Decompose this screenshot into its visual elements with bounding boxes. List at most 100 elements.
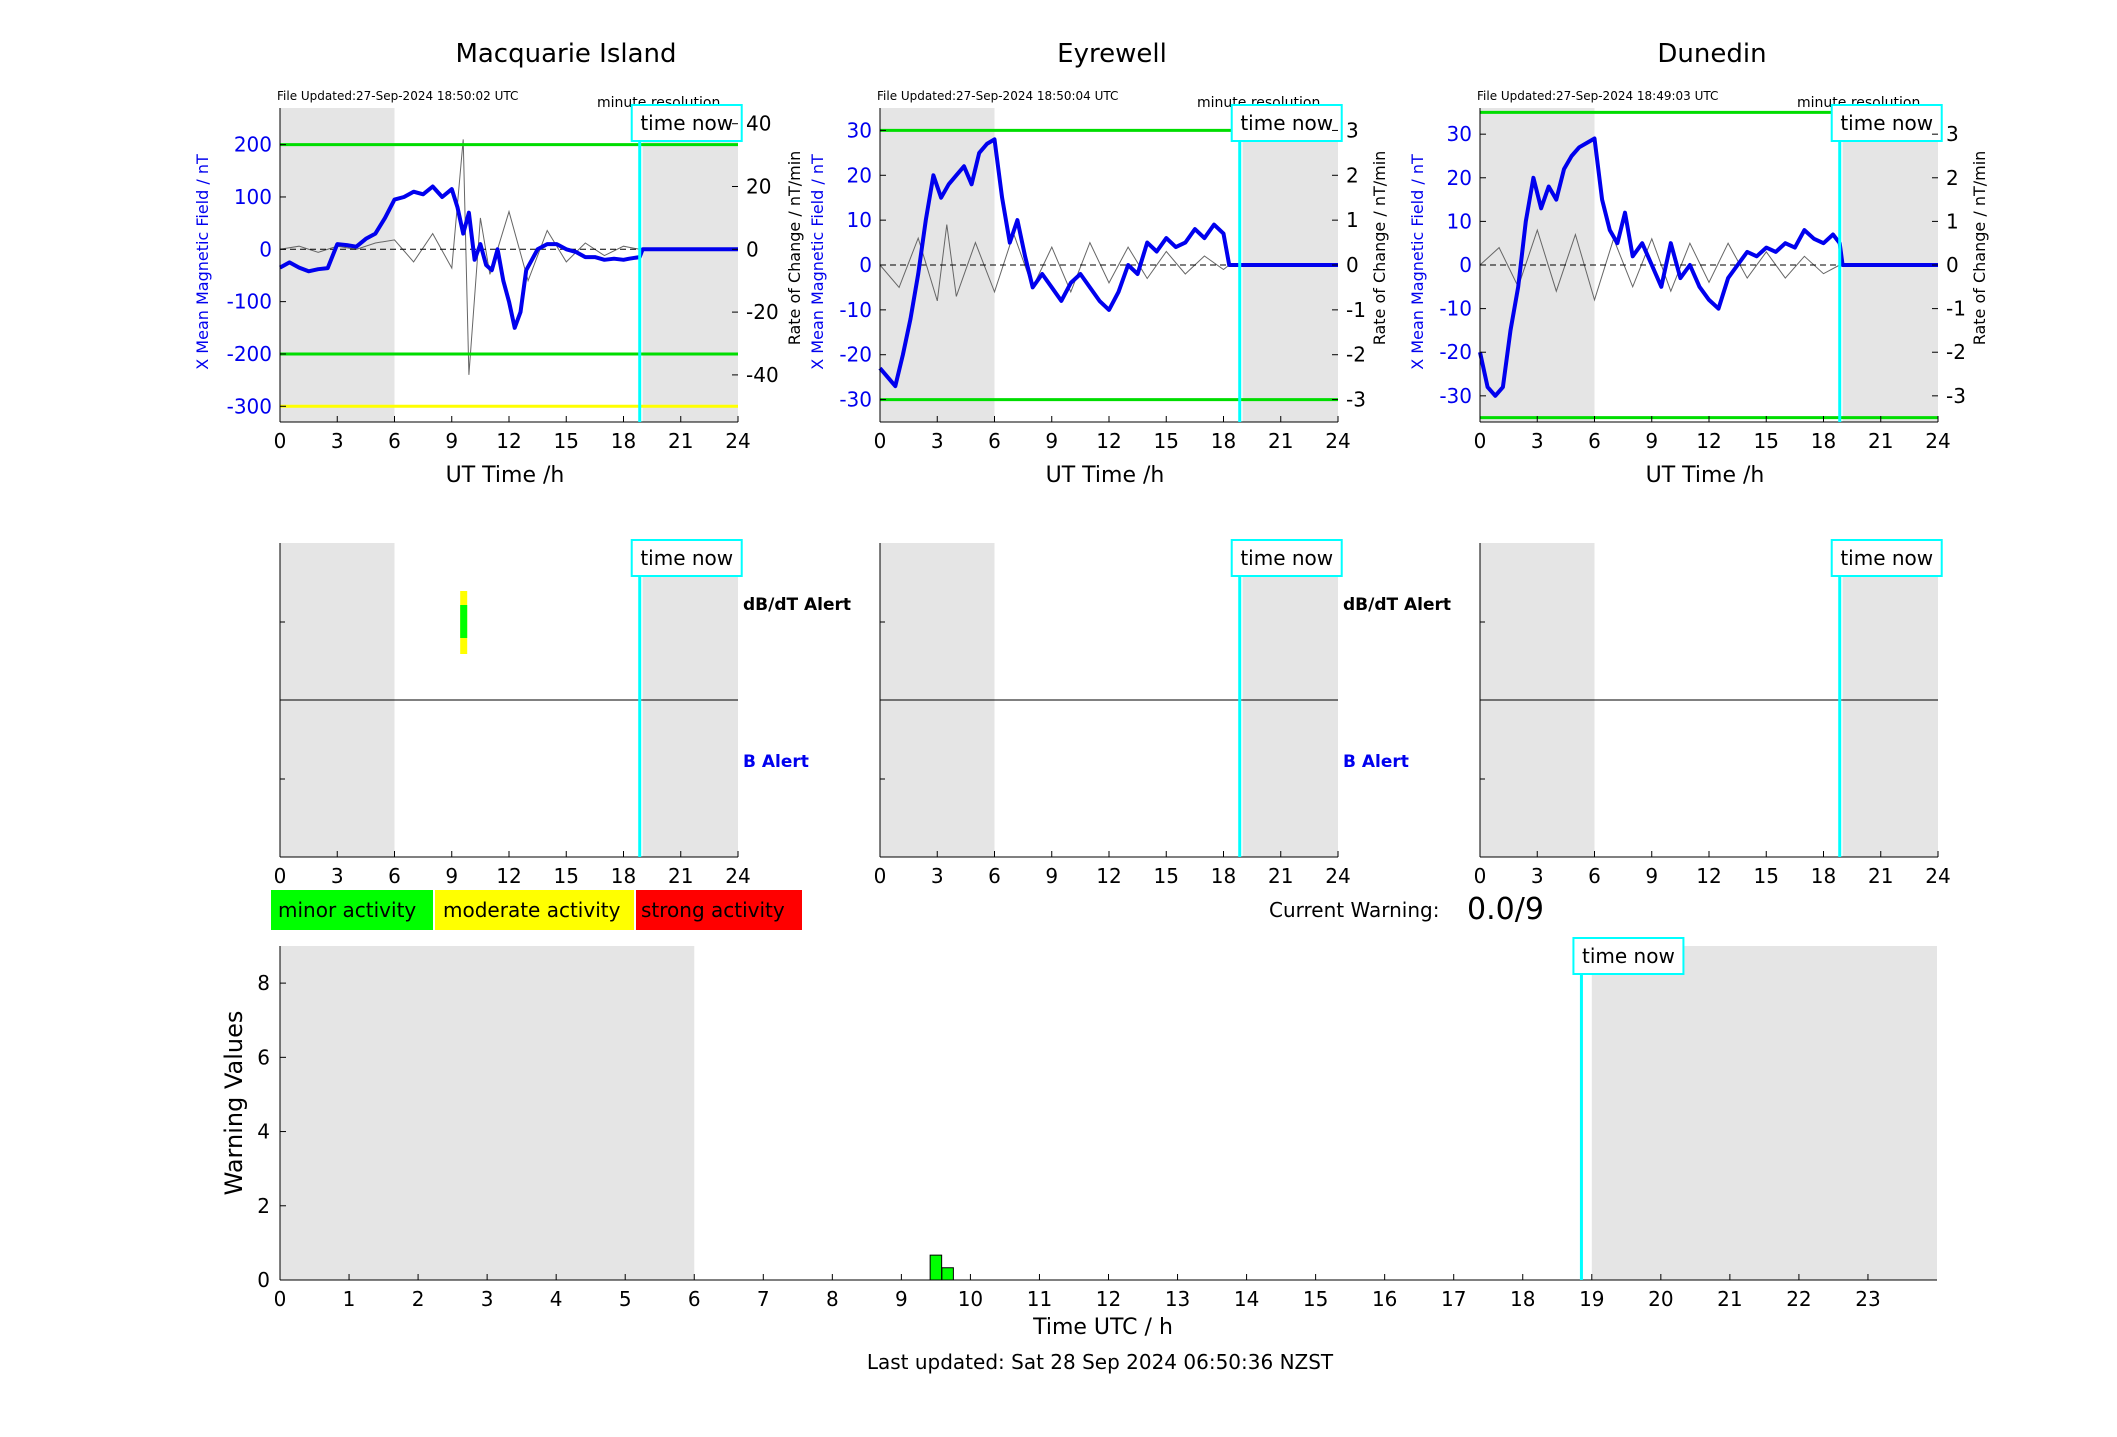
- y2-tick-label: 20: [746, 175, 771, 199]
- dbdt-alert-label-eyrewell: dB/dT Alert: [1343, 595, 1451, 615]
- x-tick-label: 12: [1696, 864, 1721, 888]
- y2label-dunedin: Rate of Change / nT/min: [1970, 151, 1989, 346]
- x-tick-label: 21: [1268, 864, 1293, 888]
- xlabel-eyrewell: UT Time /h: [1046, 463, 1165, 488]
- x-tick-label: 17: [1441, 1287, 1466, 1311]
- x-tick-label: 3: [481, 1287, 494, 1311]
- x-tick-label: 19: [1579, 1287, 1604, 1311]
- x-tick-label: 12: [1096, 429, 1121, 453]
- y2-tick-label: -1: [1346, 298, 1366, 322]
- field-line: [1478, 136, 1938, 398]
- x-tick-label: 23: [1855, 1287, 1880, 1311]
- x-tick-label: 1: [343, 1287, 356, 1311]
- field-line: [878, 137, 1338, 389]
- x-tick-label: 3: [1531, 429, 1544, 453]
- y-tick-label: 6: [257, 1045, 270, 1069]
- x-tick-label: 21: [1868, 864, 1893, 888]
- legend-moderate-swatch: [435, 890, 634, 930]
- time-now-label: time now: [640, 111, 733, 135]
- x-tick-label: 5: [619, 1287, 632, 1311]
- x-tick-label: 0: [274, 1287, 287, 1311]
- time-now-label: time now: [640, 546, 733, 570]
- x-tick-label: 9: [445, 429, 458, 453]
- y-tick-label: 4: [257, 1120, 270, 1144]
- y-tick-label: -20: [1439, 340, 1472, 364]
- y2-tick-label: 40: [746, 112, 771, 136]
- x-tick-label: 6: [1588, 429, 1601, 453]
- x-tick-label: 0: [1474, 864, 1487, 888]
- x-tick-label: 0: [874, 429, 887, 453]
- time-now-label: time now: [1240, 546, 1333, 570]
- y2label-macquarie: Rate of Change / nT/min: [785, 151, 804, 346]
- x-tick-label: 13: [1165, 1287, 1190, 1311]
- y-tick-label: -10: [839, 298, 872, 322]
- x-tick-label: 9: [895, 1287, 908, 1311]
- rate-of-change-line: [879, 224, 1230, 302]
- legend-minor-swatch: [271, 890, 433, 930]
- time-now-box: [630, 539, 743, 577]
- x-tick-label: 18: [611, 864, 636, 888]
- time-now-box: [1572, 937, 1685, 975]
- x-tick-label: 18: [1811, 429, 1836, 453]
- y2-tick-label: 1: [1346, 208, 1359, 232]
- x-tick-label: 11: [1027, 1287, 1052, 1311]
- y2-tick-label: 3: [1946, 122, 1959, 146]
- x-tick-label: 21: [668, 429, 693, 453]
- x-tick-label: 15: [1754, 429, 1779, 453]
- warning-bar-0: [929, 1254, 943, 1281]
- warning-ylabel: Warning Values: [220, 1011, 248, 1196]
- x-tick-label: 18: [611, 429, 636, 453]
- time-now-box: [1230, 104, 1343, 142]
- ylabel-macquarie: X Mean Magnetic Field / nT: [193, 154, 212, 370]
- time-now-box: [630, 104, 743, 142]
- field-line: [279, 184, 738, 330]
- y-tick-label: -30: [839, 388, 872, 412]
- dbdt-alert-minor-mark: [460, 605, 468, 638]
- y-tick-label: -20: [839, 343, 872, 367]
- x-tick-label: 15: [1754, 864, 1779, 888]
- time-now-label: time now: [1840, 546, 1933, 570]
- last-updated: Last updated: Sat 28 Sep 2024 06:50:36 N…: [867, 1350, 1334, 1374]
- x-tick-label: 9: [1645, 429, 1658, 453]
- y-tick-label: 30: [847, 118, 872, 142]
- xlabel-macquarie: UT Time /h: [446, 463, 565, 488]
- x-tick-label: 21: [1717, 1287, 1742, 1311]
- x-tick-label: 8: [826, 1287, 839, 1311]
- file-updated-eyrewell: File Updated:27-Sep-2024 18:50:04 UTC: [877, 89, 1118, 103]
- x-tick-label: 24: [725, 429, 750, 453]
- current-warning-label: Current Warning:: [1269, 898, 1439, 922]
- file-updated-dunedin: File Updated:27-Sep-2024 18:49:03 UTC: [1477, 89, 1718, 103]
- y2-tick-label: -1: [1946, 297, 1966, 321]
- x-tick-label: 15: [1154, 864, 1179, 888]
- x-tick-label: 3: [931, 429, 944, 453]
- warning-bar-1: [941, 1267, 954, 1281]
- x-tick-label: 6: [388, 864, 401, 888]
- y2-tick-label: 1: [1946, 209, 1959, 233]
- x-tick-label: 3: [1531, 864, 1544, 888]
- y-tick-label: 0: [259, 237, 272, 261]
- x-tick-label: 9: [1045, 429, 1058, 453]
- x-tick-label: 24: [725, 864, 750, 888]
- x-tick-label: 16: [1372, 1287, 1397, 1311]
- y2-tick-label: -3: [1946, 384, 1966, 408]
- x-tick-label: 7: [757, 1287, 770, 1311]
- y-tick-label: -30: [1439, 384, 1472, 408]
- shaded-region-0: [1480, 108, 1595, 422]
- ylabel-eyrewell: X Mean Magnetic Field / nT: [808, 154, 827, 370]
- x-tick-label: 24: [1925, 429, 1950, 453]
- y2-tick-label: -20: [746, 300, 779, 324]
- y2-tick-label: -40: [746, 363, 779, 387]
- x-tick-label: 12: [1696, 429, 1721, 453]
- shaded-region-0: [280, 108, 395, 422]
- time-now-label: time now: [1840, 111, 1933, 135]
- x-tick-label: 3: [331, 864, 344, 888]
- y2-tick-label: -3: [1346, 388, 1366, 412]
- x-tick-label: 6: [1588, 864, 1601, 888]
- x-tick-label: 3: [331, 429, 344, 453]
- x-tick-label: 18: [1811, 864, 1836, 888]
- y2-tick-label: 2: [1346, 163, 1359, 187]
